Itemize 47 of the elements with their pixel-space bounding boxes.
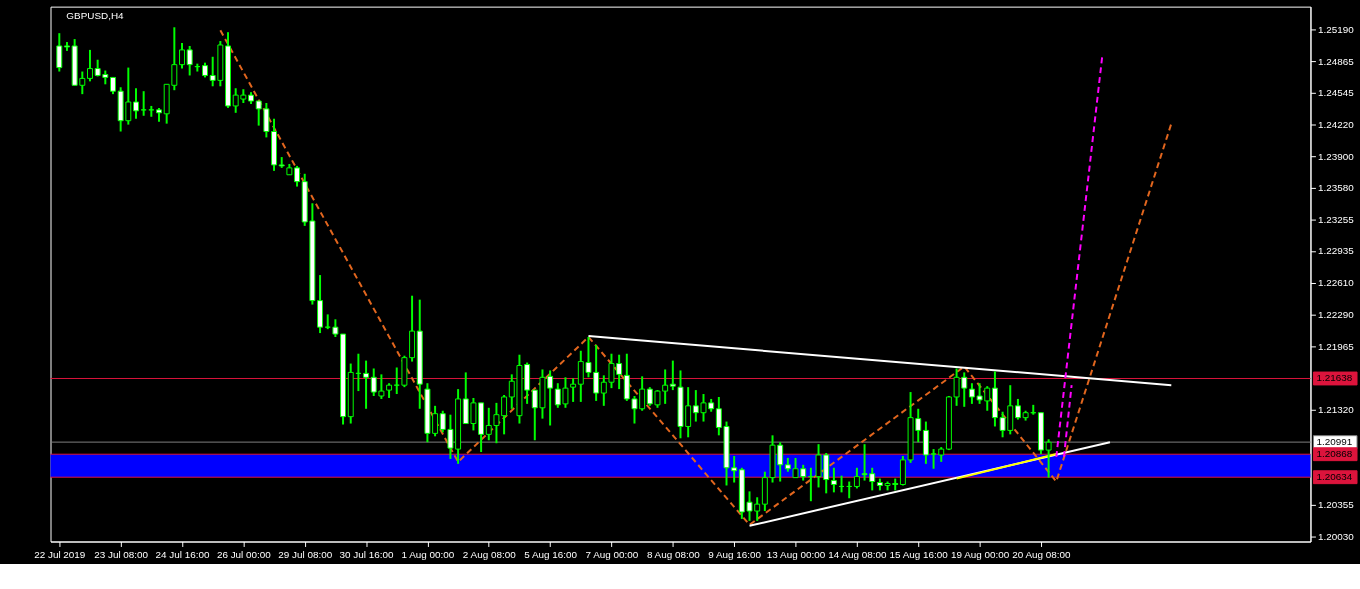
candlestick [363,359,370,410]
candlestick [930,448,937,470]
y-tick-label: 1.23900 [1317,150,1355,162]
y-tick-label: 1.22290 [1317,308,1355,320]
y-tick-label: 1.23255 [1317,213,1355,225]
x-tick-label: 29 Jul 08:00 [278,548,333,560]
candlestick [179,42,185,70]
x-tick-label: 1 Aug 00:00 [401,548,455,560]
candlestick [853,466,860,490]
x-tick-label: 19 Aug 00:00 [950,548,1010,560]
x-tick-label: 22 Jul 2019 [34,548,86,560]
x-tick-label: 9 Aug 16:00 [708,548,762,560]
y-tick-label: 1.23580 [1317,182,1355,194]
candlestick [87,48,93,83]
ref-line-label: 1.20991 [1316,436,1353,448]
x-tick-label: 7 Aug 00:00 [585,548,639,560]
x-tick-label: 26 Jul 00:00 [216,548,272,560]
ref-line-label: 1.20634 [1316,471,1353,483]
y-tick-label: 1.24865 [1317,55,1355,67]
y-tick-label: 1.21965 [1317,340,1355,352]
y-tick-label: 1.24545 [1317,87,1355,99]
candlestick [186,44,193,77]
x-tick-label: 5 Aug 16:00 [524,548,578,560]
line-series [219,29,1173,526]
y-tick-label: 1.25190 [1317,23,1355,35]
y-tick-label: 1.21320 [1317,404,1355,416]
y-tick-label: 1.22935 [1317,245,1355,257]
x-tick-label: 23 Jul 08:00 [94,548,149,560]
chart-title: GBPUSD,H4 [66,9,125,21]
y-tick-label: 1.20030 [1317,531,1355,543]
y-tick-label: 1.20355 [1317,499,1355,511]
ref-line-label: 1.20868 [1316,448,1353,460]
y-tick-label: 1.22610 [1317,277,1355,289]
ref-line-label: 1.21638 [1316,372,1353,384]
x-tick-label: 2 Aug 08:00 [462,548,517,560]
x-tick-label: 20 Aug 08:00 [1012,548,1072,560]
x-tick-label: 24 Jul 16:00 [155,548,210,560]
candlestick [133,87,139,120]
x-tick-label: 13 Aug 00:00 [766,548,826,560]
x-tick-label: 15 Aug 16:00 [889,548,949,560]
x-tick-label: 30 Jul 16:00 [339,548,394,560]
x-tick-label: 8 Aug 08:00 [646,548,701,560]
x-tick-label: 14 Aug 08:00 [828,548,888,560]
candlestick [830,466,837,494]
candlestick [56,32,63,73]
y-tick-label: 1.24220 [1317,119,1355,131]
candlestick [140,90,147,117]
